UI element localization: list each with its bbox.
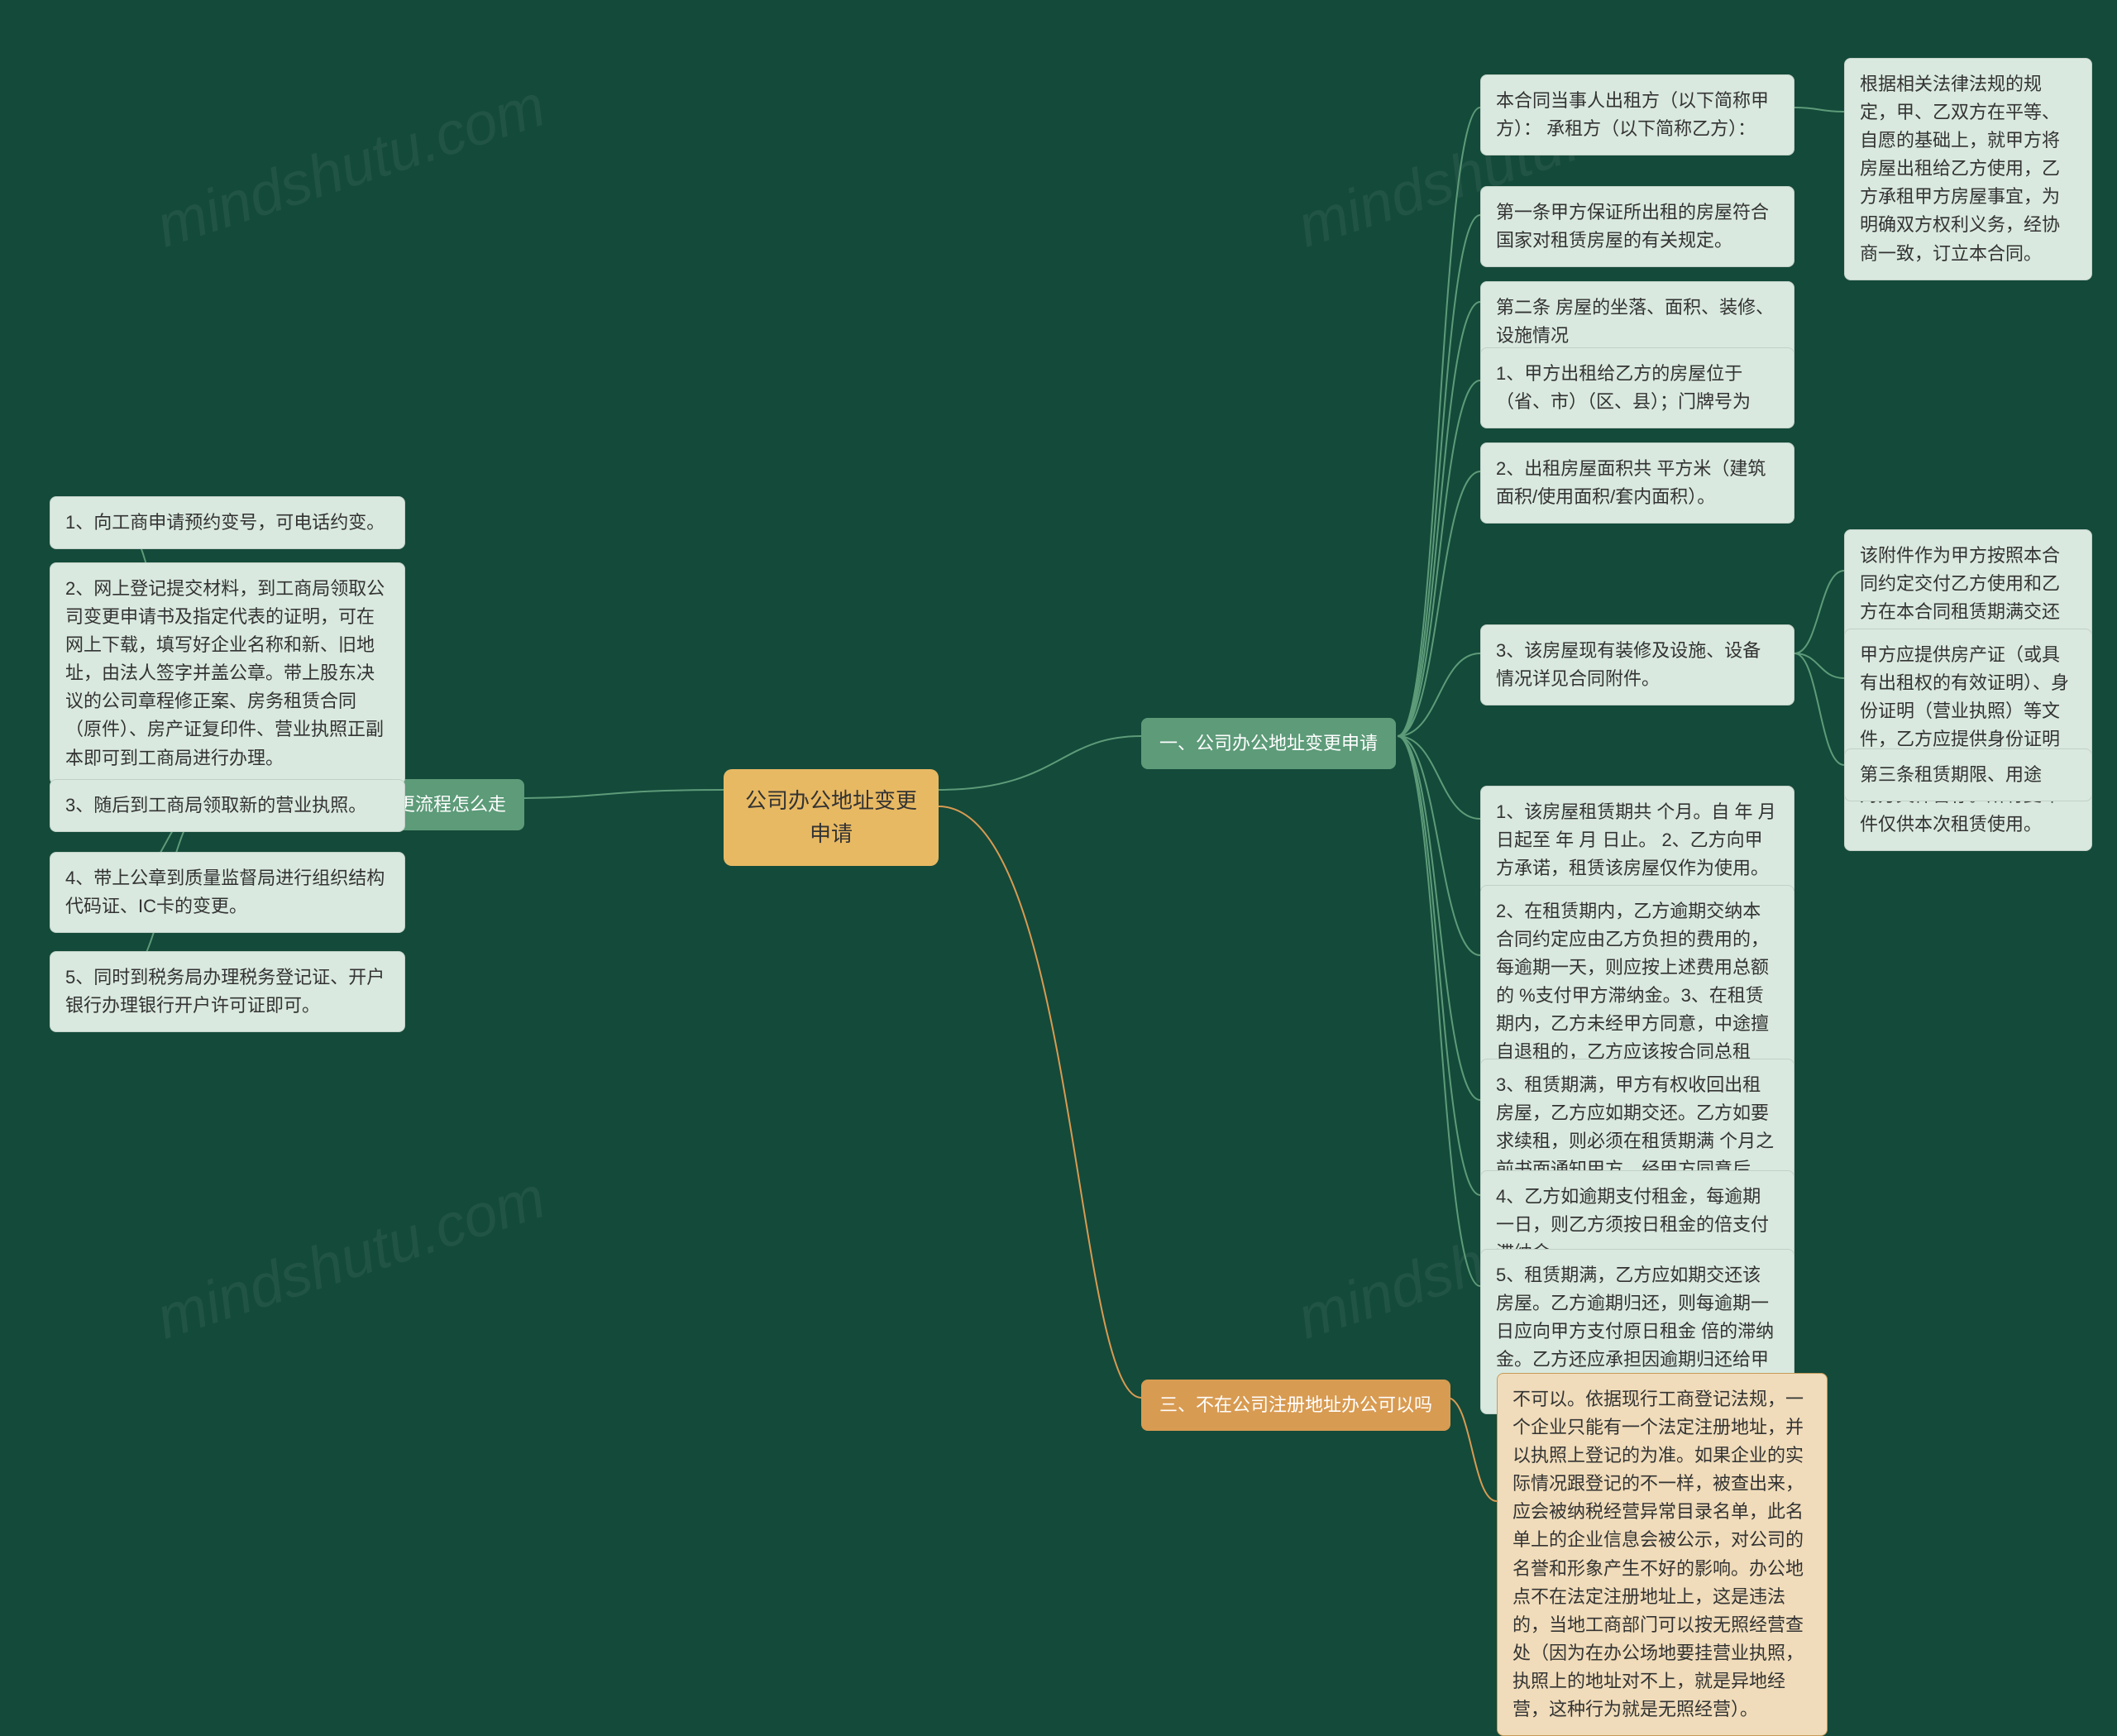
- leaf-b2-5: 5、同时到税务局办理税务登记证、开户银行办理银行开户许可证即可。: [50, 951, 405, 1032]
- leaf-b3-1: 不可以。依据现行工商登记法规，一个企业只能有一个法定注册地址，并以执照上登记的为…: [1497, 1373, 1828, 1736]
- leaf-b2-4: 4、带上公章到质量监督局进行组织结构代码证、IC卡的变更。: [50, 852, 405, 933]
- leaf-b1-5: 2、出租房屋面积共 平方米（建筑面积/使用面积/套内面积）。: [1480, 442, 1794, 524]
- branch-1: 一、公司办公地址变更申请: [1141, 718, 1396, 769]
- watermark: mindshutu.com: [148, 72, 553, 261]
- branch-3: 三、不在公司注册地址办公可以吗: [1141, 1380, 1450, 1431]
- leaf-b1-2: 第一条甲方保证所出租的房屋符合国家对租赁房屋的有关规定。: [1480, 186, 1794, 267]
- watermark: mindshutu.com: [148, 1164, 553, 1353]
- leaf-b1-1: 本合同当事人出租方（以下简称甲方）： 承租方（以下简称乙方）：: [1480, 74, 1794, 155]
- leaf-b1-7: 1、该房屋租赁期共 个月。自 年 月 日起至 年 月 日止。 2、乙方向甲方承诺…: [1480, 786, 1794, 895]
- leaf-b1-6: 3、该房屋现有装修及设施、设备情况详见合同附件。: [1480, 624, 1794, 705]
- leaf-b2-2: 2、网上登记提交材料，到工商局领取公司变更申请书及指定代表的证明，可在网上下载，…: [50, 562, 405, 785]
- leaf-b1-6c: 第三条租赁期限、用途: [1844, 748, 2092, 801]
- leaf-b1-6b: 甲方应提供房产证（或具有出租权的有效证明）、身份证明（营业执照）等文件，乙方应提…: [1844, 629, 2092, 851]
- leaf-b1-1a: 根据相关法律法规的规定，甲、乙双方在平等、自愿的基础上，就甲方将房屋出租给乙方使…: [1844, 58, 2092, 280]
- mindmap-root: 公司办公地址变更申请: [724, 769, 939, 866]
- leaf-b2-1: 1、向工商申请预约变号，可电话约变。: [50, 496, 405, 549]
- leaf-b2-3: 3、随后到工商局领取新的营业执照。: [50, 779, 405, 832]
- leaf-b1-4: 1、甲方出租给乙方的房屋位于 （省、市）（区、县）；门牌号为: [1480, 347, 1794, 428]
